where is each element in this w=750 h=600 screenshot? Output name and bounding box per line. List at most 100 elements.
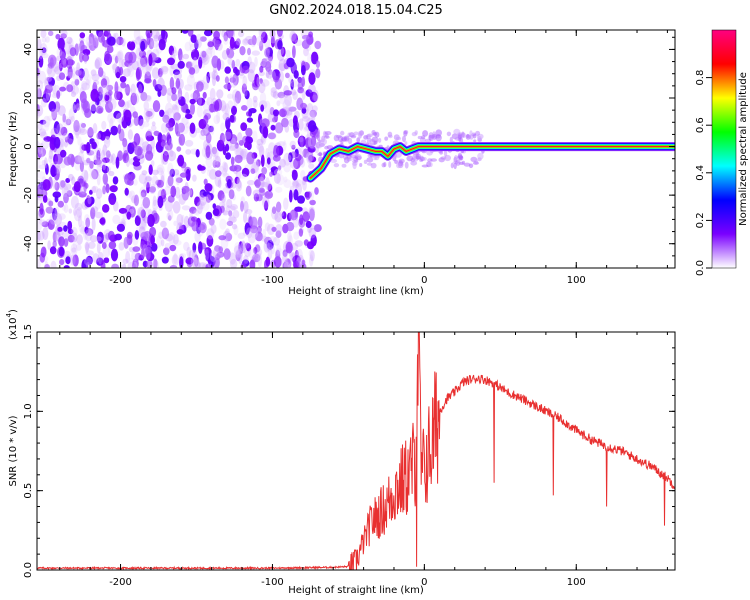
noise-cell bbox=[185, 168, 191, 181]
noise-cell bbox=[258, 113, 263, 125]
noise-cell bbox=[257, 143, 264, 153]
spectrogram-ylabel: Frequency (Hz) bbox=[8, 111, 19, 187]
noise-cell bbox=[295, 179, 303, 187]
noise-cell bbox=[74, 202, 83, 211]
noise-cell bbox=[202, 91, 207, 99]
noise-cell bbox=[283, 176, 288, 183]
noise-cell bbox=[256, 76, 261, 87]
noise-cell bbox=[57, 226, 63, 232]
noise-cell bbox=[152, 169, 159, 176]
noise-cell bbox=[235, 58, 241, 67]
noise-cell bbox=[66, 84, 74, 93]
noise-cell bbox=[300, 146, 305, 157]
noise-cell bbox=[288, 76, 293, 84]
noise-cell bbox=[125, 155, 131, 168]
noise-cell bbox=[293, 129, 300, 139]
noise-cell bbox=[186, 246, 192, 258]
noise-cell bbox=[265, 71, 270, 79]
noise-cell bbox=[102, 204, 110, 213]
noise-cell bbox=[196, 105, 203, 118]
noise-cell bbox=[198, 262, 207, 268]
noise-cell bbox=[142, 197, 151, 209]
noise-cell bbox=[76, 62, 81, 75]
noise-cell bbox=[112, 62, 118, 74]
noise-cell bbox=[58, 213, 66, 220]
noise-cell bbox=[80, 186, 87, 195]
noise-cell bbox=[68, 108, 75, 120]
noise-cell bbox=[135, 47, 143, 60]
noise-cell bbox=[92, 186, 97, 193]
halo-cell bbox=[403, 130, 408, 137]
noise-cell bbox=[103, 136, 111, 148]
noise-cell bbox=[41, 47, 47, 54]
noise-cell bbox=[221, 193, 226, 204]
noise-cell bbox=[123, 236, 129, 249]
noise-cell bbox=[135, 36, 141, 45]
noise-cell bbox=[74, 155, 83, 165]
noise-cell bbox=[91, 141, 97, 150]
noise-cell bbox=[91, 70, 98, 78]
noise-cell bbox=[206, 166, 214, 172]
halo-cell bbox=[394, 159, 398, 164]
halo-cell bbox=[396, 162, 402, 169]
noise-cell bbox=[60, 149, 67, 158]
noise-cell bbox=[146, 143, 153, 155]
noise-cell bbox=[169, 244, 177, 252]
noise-cell bbox=[196, 33, 202, 45]
noise-cell bbox=[94, 59, 100, 70]
noise-cell bbox=[285, 241, 293, 254]
noise-cell bbox=[115, 71, 121, 79]
noise-cell bbox=[140, 192, 146, 200]
halo-cell bbox=[320, 138, 327, 145]
noise-cell bbox=[308, 110, 315, 124]
halo-cell bbox=[472, 161, 479, 165]
noise-cell bbox=[172, 234, 179, 245]
halo-cell bbox=[477, 136, 482, 142]
noise-cell bbox=[96, 231, 104, 244]
noise-cell bbox=[152, 199, 159, 211]
noise-cell bbox=[58, 246, 65, 257]
halo-cell bbox=[347, 132, 351, 138]
noise-cell bbox=[226, 220, 234, 227]
noise-cell bbox=[178, 48, 183, 61]
halo-cell bbox=[353, 131, 359, 136]
halo-cell bbox=[324, 145, 329, 150]
noise-cell bbox=[118, 242, 125, 251]
noise-cell bbox=[192, 249, 198, 261]
halo-cell bbox=[347, 156, 354, 161]
noise-cell bbox=[190, 92, 198, 99]
noise-cell bbox=[112, 176, 119, 185]
noise-cell bbox=[307, 129, 311, 140]
noise-cell bbox=[120, 81, 127, 89]
noise-cell bbox=[315, 60, 321, 68]
noise-cell bbox=[159, 67, 164, 76]
noise-cell bbox=[272, 145, 280, 158]
noise-cell bbox=[230, 205, 236, 212]
snr-scale-exponent: 4 bbox=[5, 312, 13, 317]
noise-cell bbox=[156, 235, 162, 248]
noise-cell bbox=[276, 174, 285, 186]
noise-cell bbox=[167, 209, 174, 220]
noise-cell bbox=[84, 229, 93, 242]
noise-cell bbox=[264, 259, 268, 268]
noise-cell bbox=[56, 55, 60, 61]
noise-cell bbox=[181, 214, 185, 224]
noise-cell bbox=[307, 37, 314, 44]
snr-panel: -200 -100 0 100 0.0 0.5 1.0 1.5 Height of strai… bbox=[5, 309, 676, 596]
colorbar-tick-label: 0.2 bbox=[695, 212, 706, 228]
noise-cell bbox=[145, 94, 152, 102]
y-tick-label: 1.5 bbox=[23, 324, 34, 340]
noise-cell bbox=[117, 50, 124, 61]
noise-cell bbox=[102, 157, 110, 163]
noise-cell bbox=[39, 119, 47, 125]
noise-cell bbox=[222, 210, 229, 216]
noise-cell bbox=[96, 132, 101, 140]
noise-cell bbox=[290, 79, 295, 90]
noise-cell bbox=[129, 190, 136, 201]
noise-cell bbox=[191, 220, 199, 232]
noise-cell bbox=[83, 53, 88, 64]
noise-cell bbox=[60, 30, 68, 38]
halo-cell bbox=[398, 158, 405, 164]
noise-cell bbox=[101, 85, 109, 93]
noise-cell bbox=[198, 194, 207, 206]
